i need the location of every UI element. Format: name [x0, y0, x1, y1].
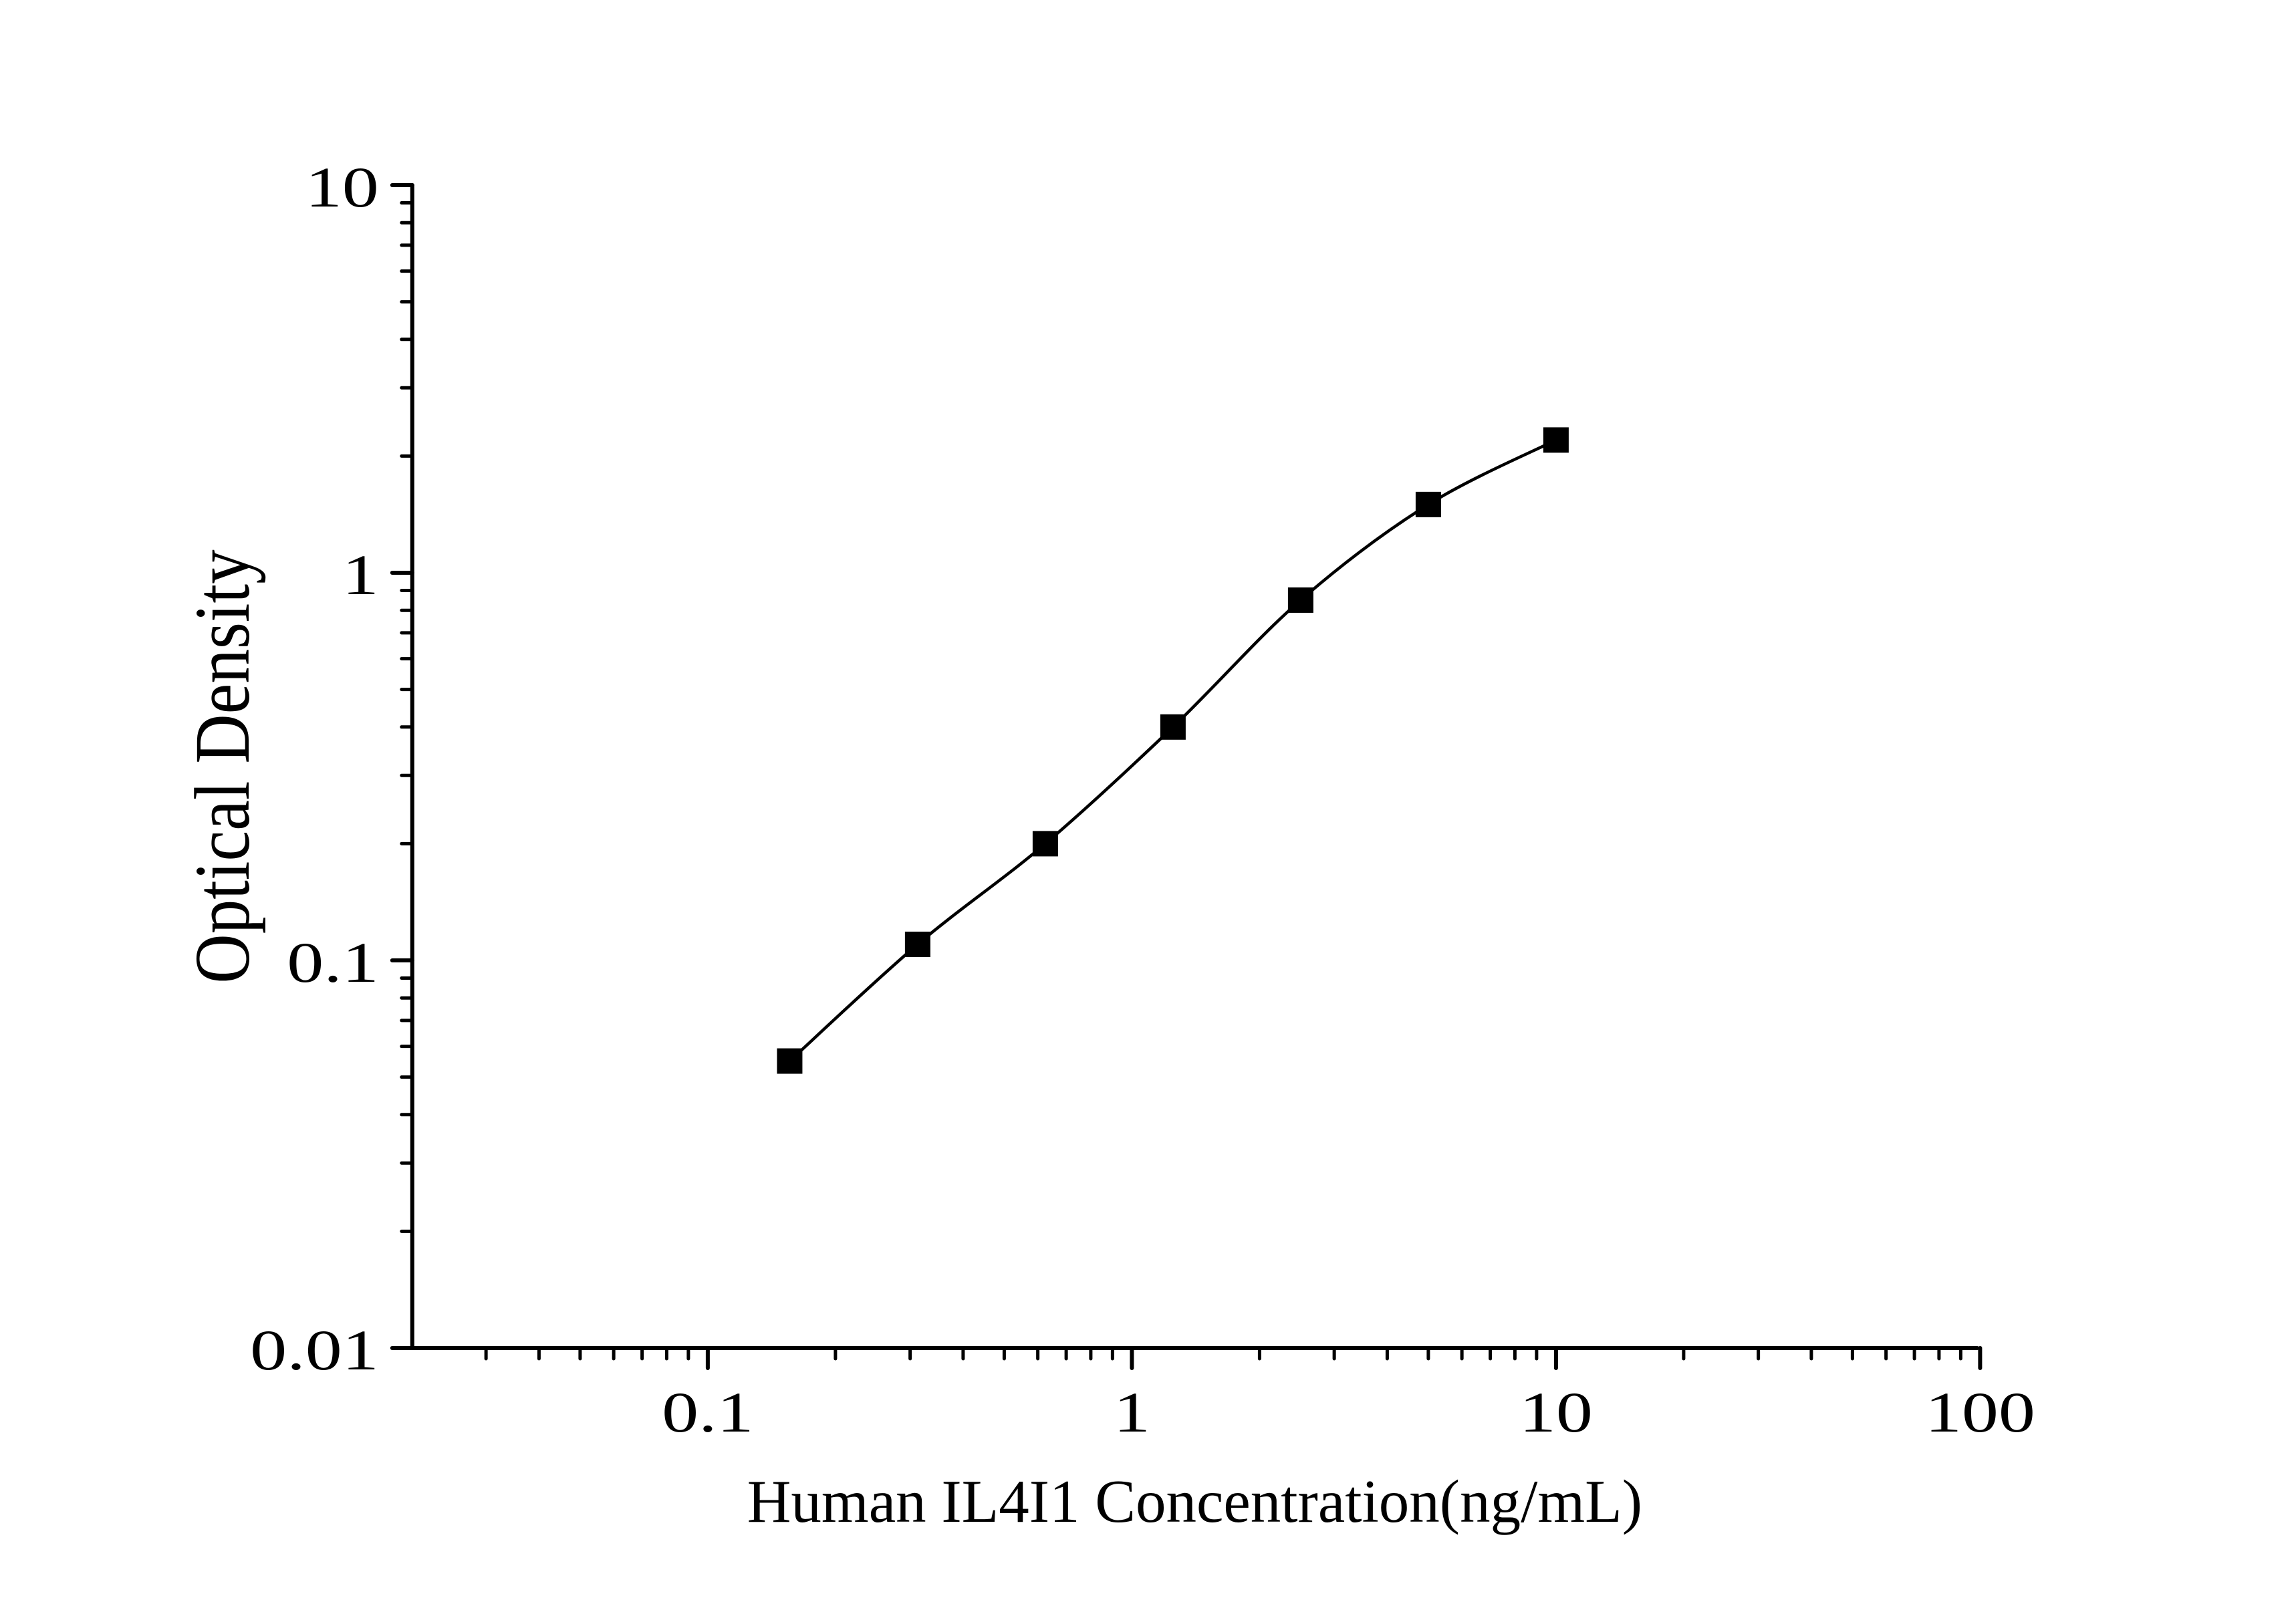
svg-text:10: 10 — [305, 156, 379, 219]
svg-text:10: 10 — [1519, 1381, 1593, 1444]
svg-text:0.1: 0.1 — [287, 931, 379, 994]
svg-text:100: 100 — [1925, 1381, 2035, 1444]
svg-text:1: 1 — [1114, 1381, 1150, 1444]
svg-text:0.01: 0.01 — [250, 1319, 379, 1382]
svg-text:Human IL4I1 Concentration(ng/m: Human IL4I1 Concentration(ng/mL) — [747, 1468, 1642, 1535]
svg-text:1: 1 — [342, 543, 379, 607]
svg-text:Optical Density: Optical Density — [179, 549, 266, 983]
svg-text:0.1: 0.1 — [662, 1381, 754, 1444]
